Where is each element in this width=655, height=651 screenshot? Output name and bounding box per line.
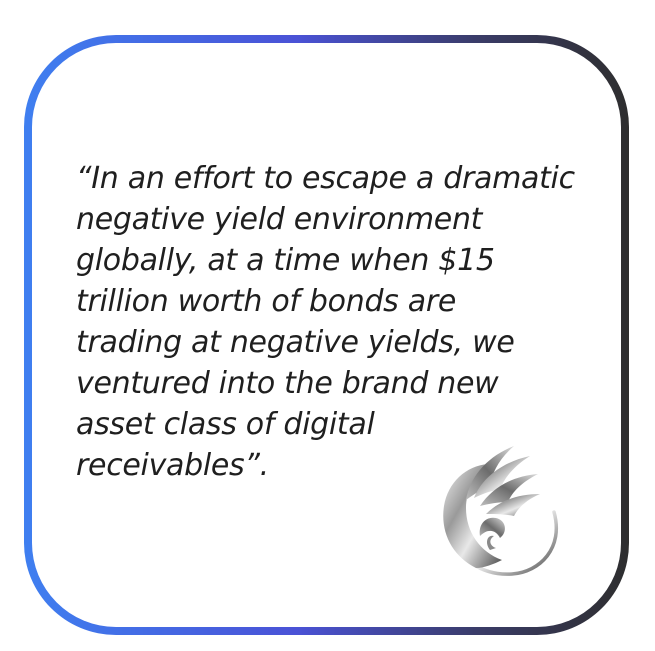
quote-line: receivables”. (76, 448, 269, 483)
quote-line: asset class of digital (76, 407, 375, 442)
quote-card (32, 43, 621, 627)
quote-text: “In an effort to escape a dramatic negat… (76, 158, 596, 486)
quote-line: “In an effort to escape a dramatic (76, 161, 575, 196)
quote-card-border (24, 35, 629, 635)
quote-line: negative yield environment (76, 202, 483, 237)
quote-line: ventured into the brand new (76, 366, 499, 401)
quote-line: trading at negative yields, we (76, 325, 515, 360)
silver-swirl-logo-icon (443, 446, 558, 576)
quote-line: globally, at a time when $15 (76, 243, 495, 278)
quote-line: trillion worth of bonds are (76, 284, 457, 319)
